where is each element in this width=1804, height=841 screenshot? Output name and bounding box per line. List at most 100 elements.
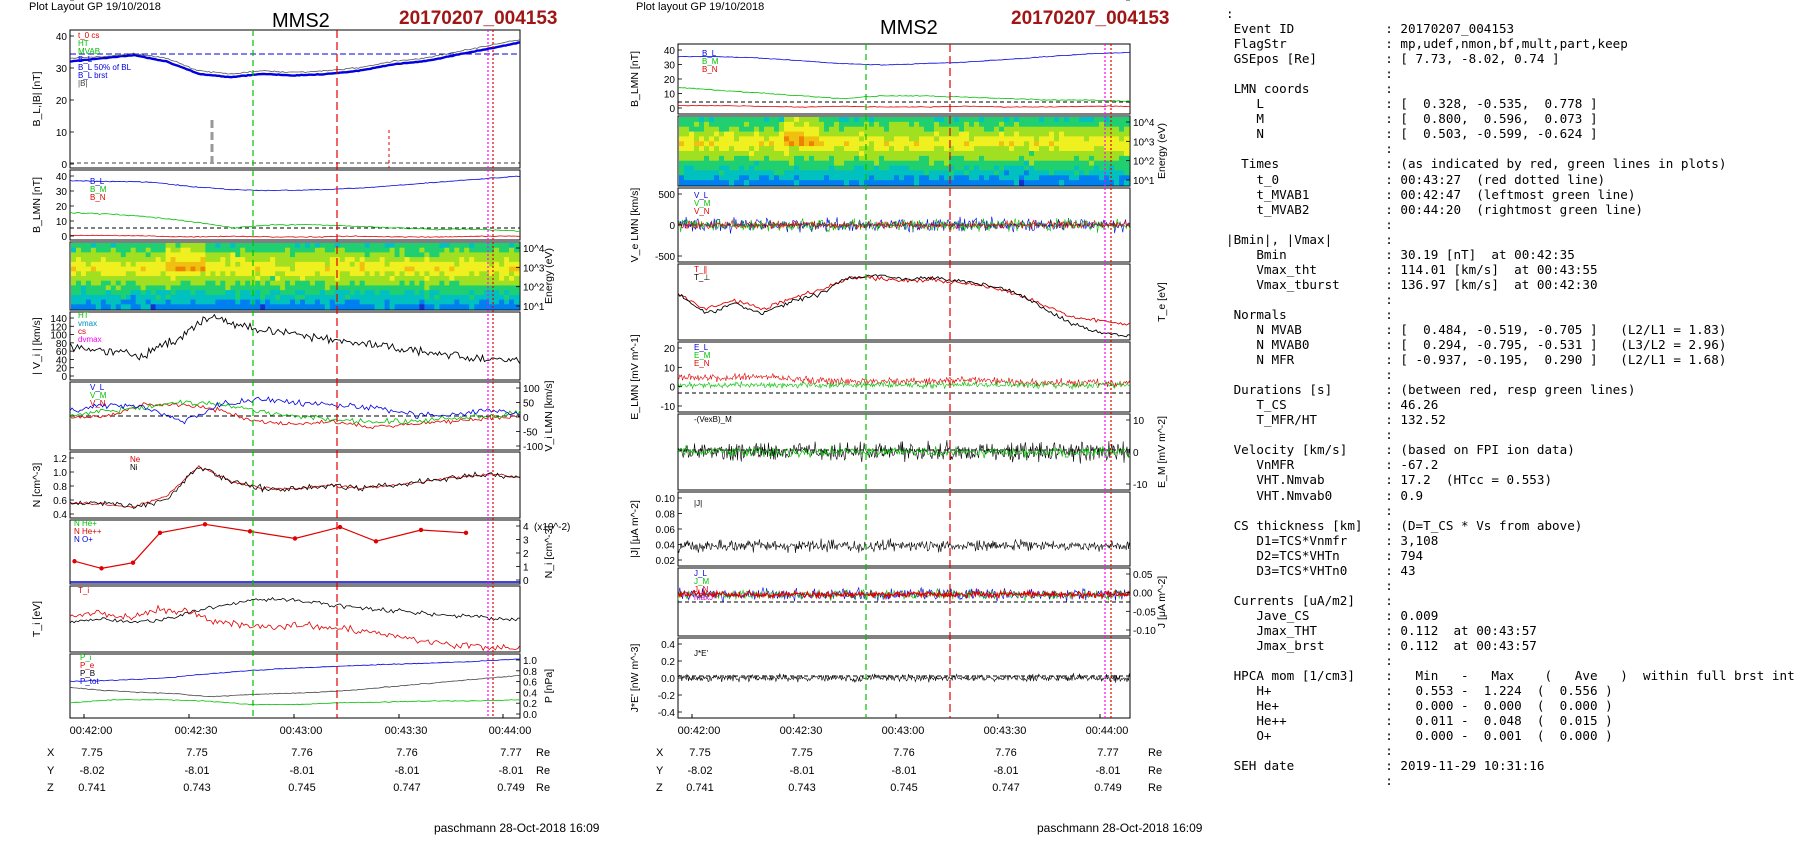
spectrogram-cell — [1039, 141, 1045, 147]
spectrogram-cell — [359, 304, 366, 310]
spectrogram-cell — [319, 247, 326, 253]
spectrogram-cell — [434, 271, 440, 277]
spectrogram-cell — [1059, 136, 1065, 142]
spectrogram-cell — [1114, 170, 1120, 176]
spectrogram-cell — [924, 155, 930, 162]
spectrogram-cell — [1099, 155, 1105, 162]
spectrogram-cell — [185, 252, 192, 258]
spectrogram-cell — [714, 141, 720, 147]
spectrogram-cell — [699, 117, 705, 123]
spectrogram-cell — [85, 304, 92, 310]
spectrogram-cell — [809, 151, 815, 157]
spectrogram-cell — [344, 252, 351, 258]
spectrogram-cell — [799, 121, 805, 128]
spectrogram-cell — [504, 247, 510, 253]
spectrogram-cell — [799, 117, 805, 123]
spectrogram-cell — [769, 170, 775, 176]
spectrogram-cell — [774, 170, 780, 176]
spectrogram-cell — [245, 276, 251, 282]
spectrogram-cell — [1069, 121, 1075, 128]
time-tick-label: 00:44:00 — [1086, 725, 1129, 737]
pos-unit: Re — [1148, 747, 1162, 759]
spectrogram-cell — [959, 121, 965, 128]
spectrogram-cell — [369, 252, 376, 258]
spectrogram-cell — [709, 121, 715, 128]
spectrogram-cell — [814, 141, 820, 147]
bm-trace — [69, 211, 521, 232]
spectrogram-cell — [744, 146, 750, 152]
spectrogram-cell — [339, 243, 346, 249]
spectrogram-cell — [1004, 121, 1010, 128]
spectrogram-cell — [934, 151, 940, 157]
spectrogram-cell — [409, 276, 416, 282]
panel-te — [677, 263, 1131, 341]
spectrogram-cell — [379, 257, 386, 263]
spectrogram-cell — [434, 294, 440, 301]
spectrogram-cell — [1049, 117, 1055, 123]
spectrogram-cell — [384, 257, 391, 263]
spectrogram-cell — [689, 175, 695, 181]
spectrogram-cell — [81, 285, 87, 291]
info-line: SEH date : 2019-11-29 10:31:16 — [1226, 758, 1545, 774]
spectrogram-cell — [709, 180, 715, 186]
spectrogram-cell — [1069, 170, 1075, 176]
spectrogram-cell — [230, 261, 236, 268]
spectrogram-cell — [804, 155, 810, 162]
spectrogram-cell — [994, 117, 1000, 123]
spectrogram-cell — [1044, 175, 1050, 181]
spectrogram-cell — [989, 170, 995, 176]
spectrogram-cell — [444, 299, 450, 305]
spectrogram-cell — [484, 252, 490, 258]
spectrogram-cell — [814, 117, 820, 123]
spectrogram-cell — [824, 146, 830, 152]
pos-value: 0.749 — [497, 782, 525, 794]
spectrogram-cell — [974, 131, 980, 138]
spectrogram-cell — [1079, 126, 1085, 133]
spectrogram-cell — [459, 285, 465, 291]
spectrogram-cell — [295, 252, 301, 258]
spectrogram-cell — [195, 276, 201, 282]
spectrogram-cell — [824, 160, 830, 167]
spectrogram-cell — [969, 165, 975, 172]
spectrogram-cell — [839, 136, 845, 142]
spectrogram-cell — [1099, 146, 1105, 152]
spectrogram-cell — [205, 257, 211, 263]
spectrogram-cell — [769, 141, 775, 147]
spectrogram-cell — [349, 304, 356, 310]
spectrogram-cell — [819, 175, 825, 181]
spectrogram-cell — [714, 151, 720, 157]
spectrogram-cell — [929, 117, 935, 123]
spectrogram-cell — [334, 290, 341, 296]
spectrogram-cell — [709, 146, 715, 152]
spectrogram-cell — [155, 304, 162, 310]
spectrogram-cell — [759, 141, 765, 147]
spectrogram-cell — [1094, 117, 1100, 123]
spectrogram-cell — [275, 294, 281, 301]
spectrogram-cell — [409, 257, 416, 263]
spectrogram-cell — [1124, 170, 1130, 176]
spectrogram-cell — [225, 243, 231, 249]
spectrogram-cell — [165, 280, 172, 286]
spectrogram-cell — [394, 252, 401, 258]
spectrogram-cell — [190, 290, 197, 296]
spectrogram-cell — [1114, 155, 1120, 162]
axis-label-energy: Energy (eV) — [1156, 123, 1168, 179]
spectrogram-cell — [754, 180, 760, 186]
spectrogram-cell — [290, 261, 296, 268]
spectrogram-cell — [95, 304, 102, 310]
spectrogram-cell — [145, 280, 152, 286]
spectrogram-cell — [1084, 151, 1090, 157]
spectrogram-cell — [994, 151, 1000, 157]
spectrogram-cell — [1004, 146, 1010, 152]
spectrogram-cell — [964, 170, 970, 176]
spectrogram-cell — [689, 117, 695, 123]
spectrogram-cell — [210, 280, 216, 286]
spectrogram-cell — [494, 294, 500, 301]
spectrogram-cell — [339, 285, 346, 291]
spectrogram-cell — [270, 243, 276, 249]
spectrogram-cell — [314, 290, 321, 296]
spectrogram-cell — [749, 146, 755, 152]
spectrogram-cell — [354, 294, 361, 301]
spectrogram-cell — [314, 294, 321, 301]
spectrogram-cell — [819, 170, 825, 176]
